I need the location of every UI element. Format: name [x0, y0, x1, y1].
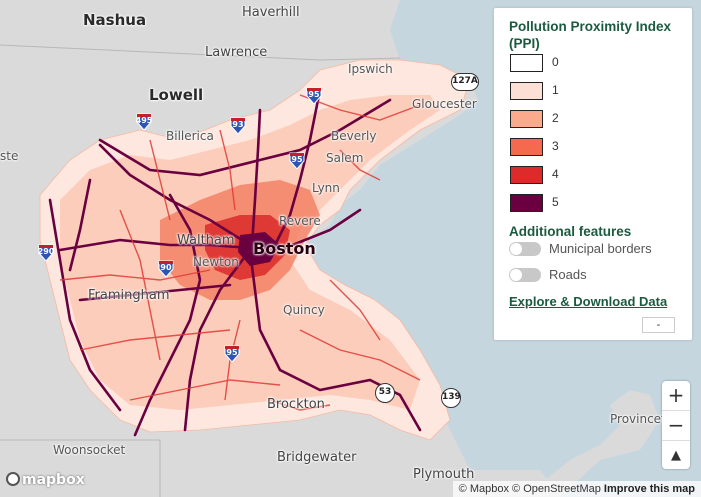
- place-label-quincy: Quincy: [283, 303, 325, 317]
- interstate-495-shield: 495: [135, 112, 153, 131]
- mapbox-logo[interactable]: mapbox: [6, 472, 85, 490]
- divider: [662, 410, 690, 411]
- interstate-95-shield: 95: [223, 344, 241, 363]
- place-label-gloucester: Gloucester: [412, 97, 477, 111]
- attribution-bar: © Mapbox © OpenStreetMap Improve this ma…: [452, 481, 701, 497]
- municipal-borders-toggle[interactable]: [509, 242, 541, 256]
- place-label-waltham: Waltham: [177, 233, 235, 248]
- route-53-shield: 53: [375, 383, 395, 403]
- interstate-95-shield: 95: [288, 151, 306, 170]
- state-border-south: [0, 439, 161, 497]
- place-label-nashua: Nashua: [83, 11, 147, 29]
- route-127a-shield: 127A: [451, 73, 479, 91]
- interstate-95-shield: 95: [305, 86, 323, 105]
- place-label-salem: Salem: [326, 151, 364, 165]
- route-139-shield: 139: [441, 388, 461, 408]
- place-label-boston: Boston: [253, 239, 316, 258]
- legend-swatch: [510, 54, 543, 72]
- legend-swatch: [510, 82, 543, 100]
- legend-item-label: 1: [552, 83, 559, 97]
- place-label-lawrence: Lawrence: [205, 45, 268, 60]
- mapbox-attribution-link[interactable]: © Mapbox: [458, 483, 509, 495]
- legend-swatch: [510, 110, 543, 128]
- place-label-newton: Newton: [193, 255, 239, 269]
- collapse-legend-button[interactable]: -: [642, 317, 675, 333]
- toggle-knob: [510, 269, 522, 281]
- legend-item-level-0: 0: [509, 54, 679, 74]
- compass-icon: ▲: [671, 448, 681, 463]
- legend-item-label: 4: [552, 167, 559, 181]
- interstate-290-shield: 290: [37, 243, 55, 262]
- zoom-controls: + − ▲: [662, 381, 690, 469]
- minor-roads: [59, 94, 421, 411]
- place-label-plymouth: Plymouth: [413, 467, 475, 482]
- additional-features-heading: Additional features: [509, 224, 632, 239]
- legend-panel: Pollution Proximity Index (PPI) 0 1 2 3 …: [494, 8, 692, 340]
- major-roads: [48, 88, 422, 437]
- legend-item-label: 3: [552, 139, 559, 153]
- place-label-bridgewater: Bridgewater: [277, 450, 357, 465]
- place-label-woonsocket: Woonsocket: [53, 443, 126, 457]
- legend-item-label: 0: [552, 55, 559, 69]
- place-label-beverly: Beverly: [331, 129, 377, 143]
- place-label-edge: ste: [0, 149, 19, 163]
- municipal-borders-toggle-row: Municipal borders: [509, 240, 679, 258]
- mapbox-logo-icon: [6, 472, 20, 486]
- ppi-hotspot: [238, 232, 280, 266]
- legend-item-label: 5: [552, 195, 559, 209]
- legend-item-level-5: 5: [509, 194, 679, 214]
- improve-map-link[interactable]: Improve this map: [603, 483, 695, 495]
- toggle-knob: [510, 243, 522, 255]
- place-label-provincetown: Provincet: [610, 412, 666, 426]
- legend-item-label: 2: [552, 111, 559, 125]
- zoom-out-button[interactable]: −: [667, 413, 685, 437]
- divider: [662, 440, 690, 441]
- legend-item-level-1: 1: [509, 82, 679, 102]
- place-label-revere: Revere: [279, 214, 321, 228]
- legend-item-level-3: 3: [509, 138, 679, 158]
- interstate-93-shield: 93: [229, 116, 247, 135]
- place-label-lowell: Lowell: [149, 86, 204, 104]
- osm-attribution-link[interactable]: © OpenStreetMap: [512, 483, 601, 495]
- legend-item-level-2: 2: [509, 110, 679, 130]
- legend-title: Pollution Proximity Index (PPI): [509, 19, 672, 51]
- legend-swatch: [510, 166, 543, 184]
- place-label-framingham: Framingham: [88, 288, 170, 303]
- legend-item-level-4: 4: [509, 166, 679, 186]
- legend-swatch: [510, 194, 543, 212]
- place-label-lynn: Lynn: [312, 181, 340, 195]
- roads-label: Roads: [549, 267, 587, 282]
- mapbox-logo-text: mapbox: [22, 472, 85, 488]
- ppi-overlay: [39, 59, 471, 441]
- place-label-brockton: Brockton: [267, 397, 325, 412]
- explore-download-link[interactable]: Explore & Download Data: [509, 294, 668, 309]
- roads-toggle[interactable]: [509, 268, 541, 282]
- zoom-in-button[interactable]: +: [667, 383, 685, 407]
- roads-toggle-row: Roads: [509, 266, 679, 284]
- interstate-90-shield: 90: [157, 259, 175, 278]
- place-label-ipswich: Ipswich: [348, 62, 393, 76]
- compass-reset-button[interactable]: ▲: [662, 441, 690, 470]
- legend-swatch: [510, 138, 543, 156]
- place-label-haverhill: Haverhill: [242, 5, 300, 20]
- state-border: [0, 44, 401, 61]
- cape-cod: [545, 390, 660, 497]
- place-label-billerica: Billerica: [166, 129, 214, 143]
- municipal-borders-label: Municipal borders: [549, 241, 652, 256]
